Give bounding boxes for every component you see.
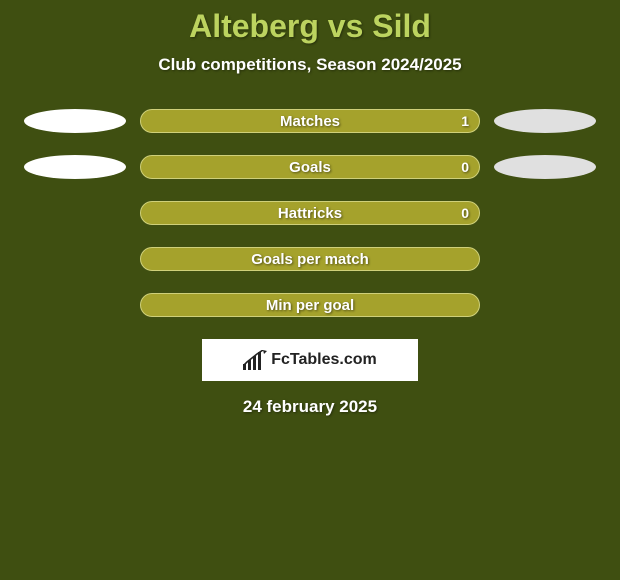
stat-value: 1 — [461, 113, 469, 129]
player1-marker — [24, 109, 126, 133]
stat-bar: Goals per match — [140, 247, 480, 271]
fctables-icon — [243, 350, 267, 370]
stat-row: Matches 1 — [0, 109, 620, 133]
stat-row: Hattricks 0 — [0, 201, 620, 225]
player2-marker — [494, 155, 596, 179]
page-title: Alteberg vs Sild — [0, 8, 620, 45]
stat-value: 0 — [461, 205, 469, 221]
player1-marker — [24, 155, 126, 179]
stat-label: Hattricks — [278, 205, 342, 222]
stat-label: Goals — [289, 159, 331, 176]
competition-subtitle: Club competitions, Season 2024/2025 — [0, 55, 620, 75]
stat-value: 0 — [461, 159, 469, 175]
stat-rows: Matches 1 Goals 0 Hattricks 0 Goals per match M… — [0, 109, 620, 317]
stat-label: Matches — [280, 113, 340, 130]
stat-bar: Matches 1 — [140, 109, 480, 133]
stat-row: Min per goal — [0, 293, 620, 317]
stat-bar: Hattricks 0 — [140, 201, 480, 225]
logo-box[interactable]: FcTables.com — [202, 339, 418, 381]
date-label: 24 february 2025 — [0, 397, 620, 417]
logo-text: FcTables.com — [271, 351, 377, 369]
stat-row: Goals per match — [0, 247, 620, 271]
stat-label: Min per goal — [266, 297, 354, 314]
stat-bar: Goals 0 — [140, 155, 480, 179]
comparison-card: Alteberg vs Sild Club competitions, Seas… — [0, 0, 620, 417]
stat-bar: Min per goal — [140, 293, 480, 317]
stat-row: Goals 0 — [0, 155, 620, 179]
stat-label: Goals per match — [251, 251, 369, 268]
logo: FcTables.com — [243, 350, 377, 370]
player2-marker — [494, 109, 596, 133]
